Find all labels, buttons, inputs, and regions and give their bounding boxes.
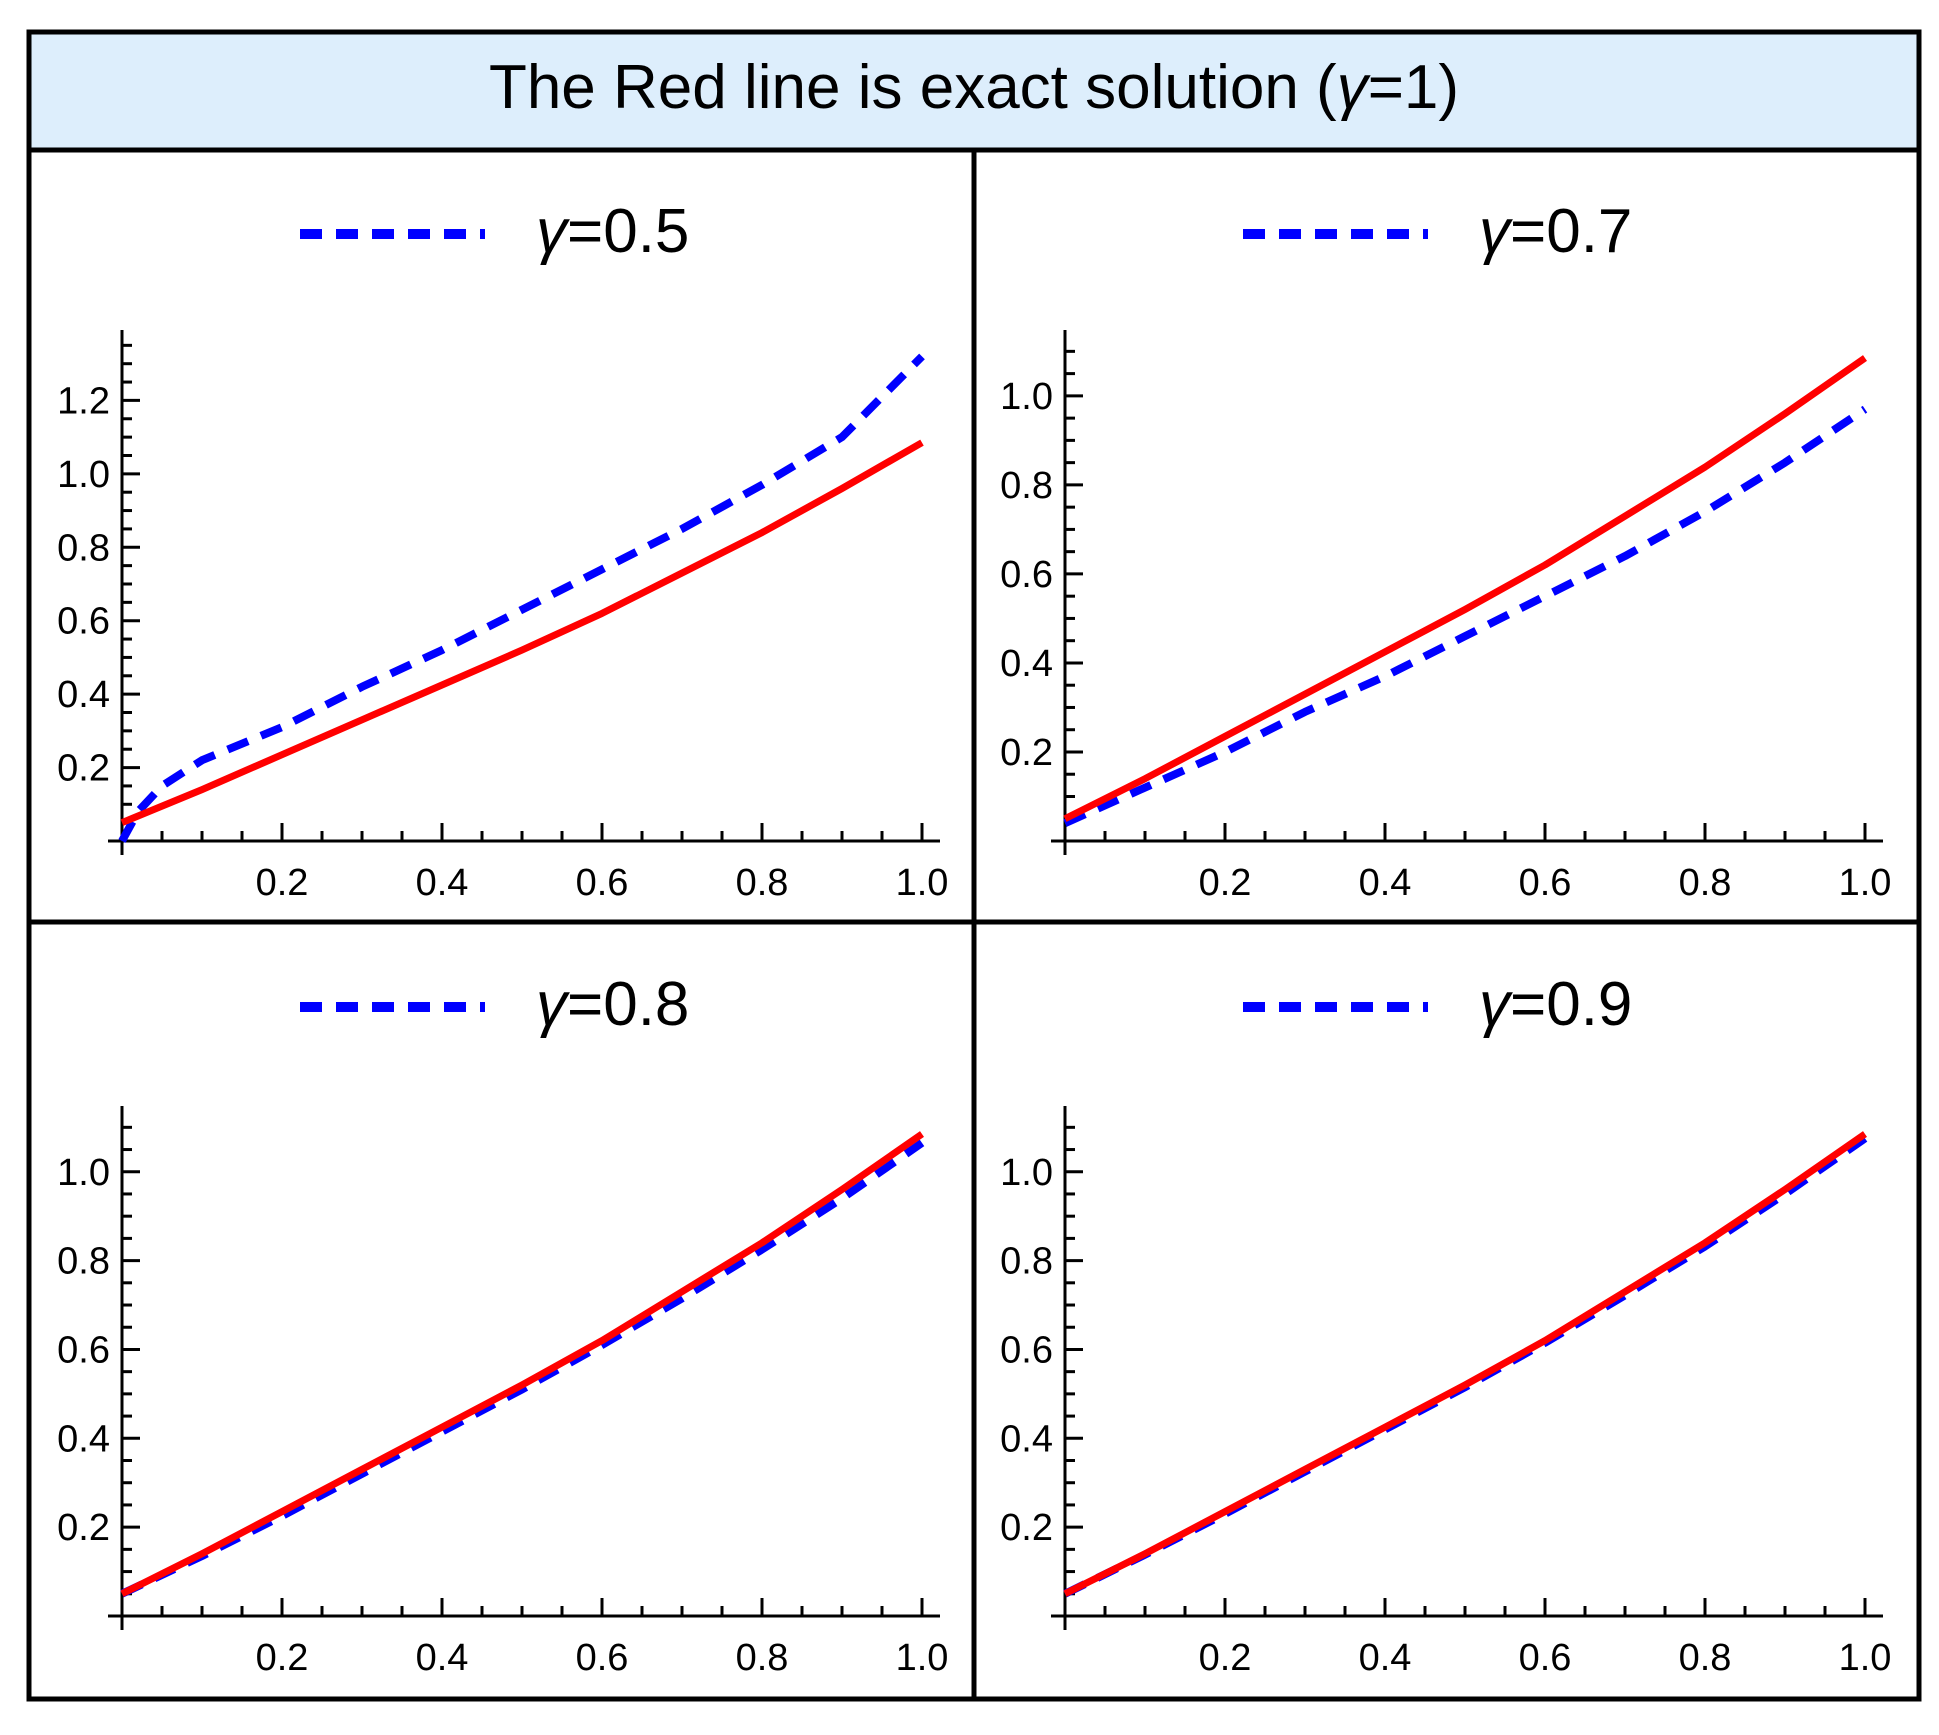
y-tick-label: 0.8 — [1000, 465, 1053, 507]
x-tick-label: 0.6 — [576, 862, 629, 904]
grid-frame — [26, 29, 1922, 1702]
legend-label: γ=0.5 — [536, 197, 689, 266]
x-tick-label: 0.2 — [256, 1637, 309, 1679]
x-tick-label: 0.4 — [416, 1637, 469, 1679]
legend-label: γ=0.9 — [1479, 970, 1632, 1039]
panel-1: 0.2 0.4 0.6 0.8 1.0 0.2 0.4 0.6 0.8 1.0 1.2 γ=0.5 — [57, 197, 948, 904]
exact-solution-line — [120, 439, 924, 826]
panels: 0.2 0.4 0.6 0.8 1.00.20.40.60.81.01.2γ=0.50.… — [57, 197, 1891, 1679]
approx-solution-line — [120, 1139, 925, 1598]
approx-solution-line — [118, 353, 925, 843]
panel-3: 0.2 0.4 0.6 0.8 1.0 0.2 0.4 0.6 0.8 1.0 γ=0.8 — [57, 970, 948, 1679]
x-tick-label: 0.8 — [1679, 1637, 1732, 1679]
y-tick-label: 0.2 — [57, 1507, 110, 1549]
x-tick-label: 1.0 — [1839, 1637, 1892, 1679]
x-tick-label: 0.6 — [1519, 1637, 1572, 1679]
x-tick-label: 0.6 — [1519, 862, 1572, 904]
y-tick-label: 0.8 — [57, 527, 110, 569]
y-tick-label: 1.0 — [57, 1152, 110, 1194]
y-tick-label: 1.0 — [1000, 376, 1053, 418]
x-tick-label: 1.0 — [896, 1637, 949, 1679]
y-tick-label: 0.4 — [1000, 643, 1053, 685]
y-tick-label: 0.6 — [1000, 554, 1053, 596]
x-tick-label: 0.2 — [1199, 1637, 1252, 1679]
x-tick-label: 0.8 — [736, 862, 789, 904]
y-tick-label: 0.4 — [57, 674, 110, 716]
approx-solution-line — [1063, 1135, 1868, 1598]
panel-2: 0.2 0.4 0.6 0.8 1.0 0.2 0.4 0.6 0.8 1.0 γ=0.7 — [1000, 197, 1891, 904]
x-tick-label: 0.8 — [736, 1637, 789, 1679]
x-tick-label: 0.2 — [1199, 862, 1252, 904]
legend-label: γ=0.8 — [536, 970, 689, 1039]
y-tick-label: 0.2 — [1000, 732, 1053, 774]
y-tick-label: 1.0 — [1000, 1152, 1053, 1194]
y-tick-label: 0.8 — [1000, 1241, 1053, 1283]
y-tick-label: 1.2 — [57, 380, 110, 422]
y-tick-label: 0.2 — [1000, 1507, 1053, 1549]
y-tick-label: 0.6 — [57, 601, 110, 643]
exact-solution-line — [1063, 1131, 1867, 1597]
x-tick-label: 0.4 — [416, 862, 469, 904]
x-tick-label: 0.6 — [576, 1637, 629, 1679]
y-tick-label: 0.4 — [1000, 1418, 1053, 1460]
y-tick-label: 1.0 — [57, 454, 110, 496]
approx-solution-line — [1063, 405, 1868, 827]
x-tick-label: 1.0 — [1839, 862, 1892, 904]
legend-label: γ=0.7 — [1479, 197, 1632, 266]
y-tick-label: 0.4 — [57, 1418, 110, 1460]
x-tick-label: 0.8 — [1679, 862, 1732, 904]
x-tick-label: 0.2 — [256, 862, 309, 904]
x-tick-label: 0.4 — [1359, 1637, 1412, 1679]
panel-4: 0.2 0.4 0.6 0.8 1.0 0.2 0.4 0.6 0.8 1.0 γ=0.9 — [1000, 970, 1891, 1679]
y-tick-label: 0.6 — [1000, 1329, 1053, 1371]
y-tick-label: 0.8 — [57, 1241, 110, 1283]
exact-solution-line — [120, 1131, 924, 1597]
x-tick-label: 0.4 — [1359, 862, 1412, 904]
exact-solution-line — [1063, 355, 1867, 822]
header-band — [30, 33, 1918, 149]
figure-title: The Red line is exact solution (γ=1) — [489, 53, 1459, 122]
y-tick-label: 0.2 — [57, 748, 110, 790]
y-tick-label: 0.6 — [57, 1329, 110, 1371]
x-tick-label: 1.0 — [896, 862, 949, 904]
